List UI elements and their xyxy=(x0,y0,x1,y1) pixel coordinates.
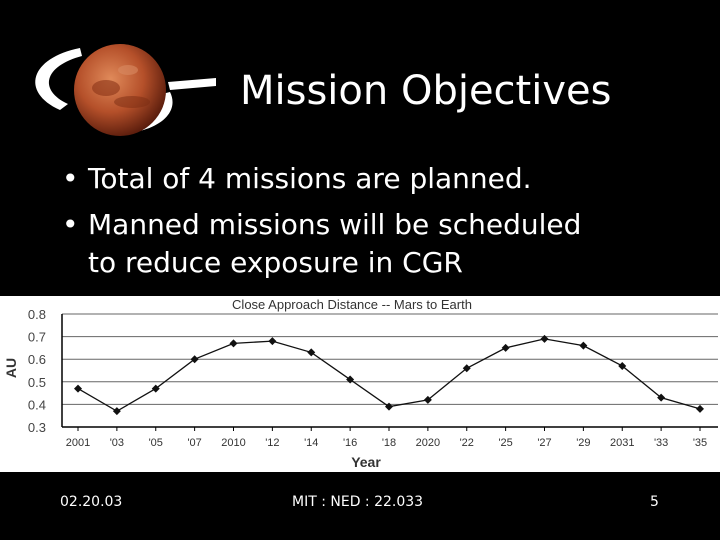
mars-planet xyxy=(74,44,166,136)
x-tick-label: '16 xyxy=(343,437,357,449)
data-point xyxy=(151,384,160,393)
data-point xyxy=(423,395,432,404)
x-tick-label: '33 xyxy=(654,437,668,449)
x-tick-label: '35 xyxy=(693,437,707,449)
data-point xyxy=(579,341,588,350)
x-tick-label: '27 xyxy=(537,437,551,449)
bullet-symbol: • xyxy=(62,208,79,241)
x-tick-label: '18 xyxy=(382,437,396,449)
x-tick-label: '14 xyxy=(304,437,318,449)
bullet-symbol: • xyxy=(62,162,79,195)
close-approach-chart: Close Approach Distance -- Mars to Earth… xyxy=(3,297,718,470)
x-tick-label: '22 xyxy=(460,437,474,449)
orbit-arc-left xyxy=(35,48,82,110)
footer-date: 02.20.03 xyxy=(60,494,123,510)
data-point xyxy=(385,402,393,411)
x-tick-label: '05 xyxy=(149,437,163,449)
data-point xyxy=(657,393,666,402)
bullet-text: Manned missions will be scheduled xyxy=(88,208,582,241)
chart-panel: Close Approach Distance -- Mars to Earth… xyxy=(0,296,720,472)
x-tick-label: 2001 xyxy=(66,437,90,449)
data-point xyxy=(501,343,510,352)
x-tick-label: '29 xyxy=(576,437,590,449)
y-tick-label: 0.7 xyxy=(28,330,46,345)
y-axis-label: AU xyxy=(3,358,19,378)
data-point xyxy=(618,361,627,370)
data-point xyxy=(696,404,704,413)
mars-planet-orbit-icon xyxy=(35,44,216,136)
footer-course: MIT : NED : 22.033 xyxy=(292,494,424,510)
x-tick-label: '25 xyxy=(498,437,512,449)
x-tick-label: 2020 xyxy=(416,437,440,449)
y-tick-label: 0.8 xyxy=(28,307,46,322)
data-point xyxy=(462,364,471,373)
x-tick-label: '12 xyxy=(265,437,279,449)
x-tick-label: '07 xyxy=(187,437,201,449)
data-point xyxy=(112,407,121,416)
orbit-tail xyxy=(168,78,216,90)
y-tick-label: 0.3 xyxy=(28,420,46,435)
y-tick-label: 0.5 xyxy=(28,375,46,390)
x-axis-label: Year xyxy=(351,454,381,470)
bullet-text-continuation: to reduce exposure in CGR xyxy=(88,246,463,279)
page-number: 5 xyxy=(650,494,659,510)
series-line xyxy=(77,338,701,412)
data-point xyxy=(307,348,316,357)
data-point xyxy=(540,334,549,343)
data-point xyxy=(74,384,82,393)
chart-title: Close Approach Distance -- Mars to Earth xyxy=(232,297,472,312)
data-point xyxy=(229,339,238,348)
bullet-text: Total of 4 missions are planned. xyxy=(88,162,532,195)
x-tick-label: 2031 xyxy=(610,437,634,449)
data-point xyxy=(190,355,199,364)
x-tick-label: 2010 xyxy=(221,437,245,449)
x-tick-label: '03 xyxy=(110,437,124,449)
slide-title: Mission Objectives xyxy=(240,68,612,114)
y-tick-label: 0.4 xyxy=(28,397,46,412)
y-tick-label: 0.6 xyxy=(28,352,46,367)
data-point xyxy=(346,375,355,384)
mars-logo xyxy=(20,30,220,140)
data-point xyxy=(268,337,277,346)
